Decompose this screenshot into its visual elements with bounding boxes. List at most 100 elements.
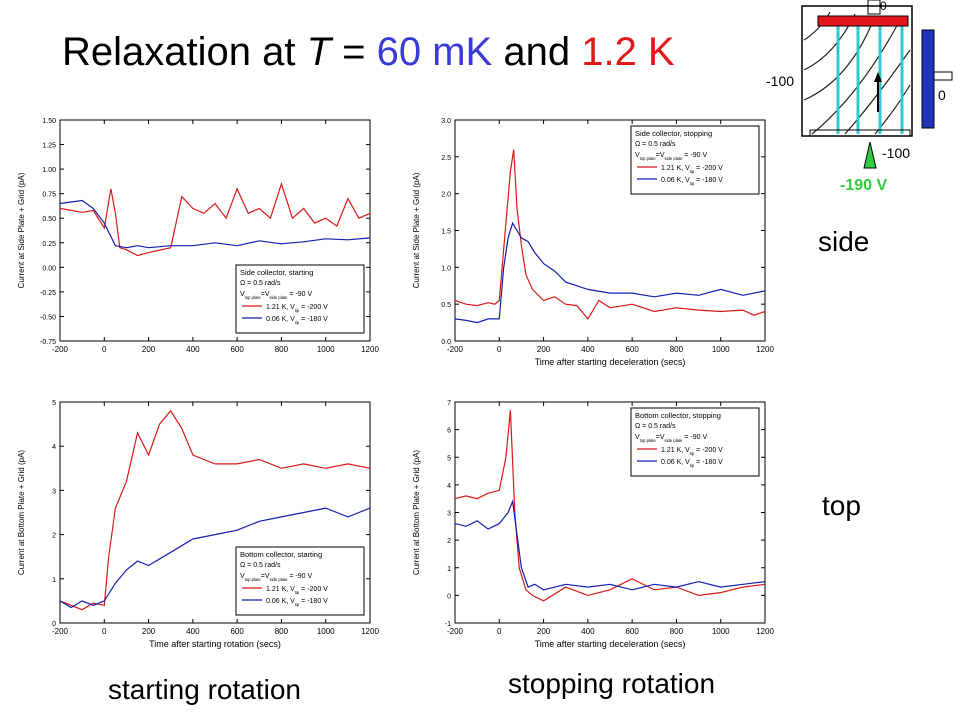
y-tick-label: 2 bbox=[447, 538, 451, 545]
y-tick-label: 1.0 bbox=[441, 265, 451, 272]
bottom-grid bbox=[809, 129, 911, 137]
series-line-red bbox=[454, 410, 766, 602]
tip-voltage-label: -190 V bbox=[840, 177, 887, 194]
y-tick-label: 0.25 bbox=[42, 241, 56, 248]
tip-icon bbox=[863, 141, 877, 169]
x-tick-label: 1200 bbox=[361, 627, 379, 636]
electrode-left-label: -100 bbox=[766, 73, 794, 89]
chart-bottom-stop: -200 0 200 400 600 800 1000 1200 -1 0 1 2 3 4 5 6 7 Time … bbox=[412, 400, 774, 649]
x-tick-label: -200 bbox=[52, 345, 69, 354]
x-tick-label: 600 bbox=[230, 345, 244, 354]
x-tick-label: -200 bbox=[447, 345, 464, 354]
x-axis-label: Time after starting deceleration (secs) bbox=[535, 357, 686, 367]
y-tick-label: 0.0 bbox=[441, 339, 451, 346]
series-line-blue bbox=[59, 199, 371, 249]
legend-entry: 1.21 K, Vtip = -200 V bbox=[661, 447, 723, 456]
legend-entry: 1.21 K, Vtip = -200 V bbox=[661, 165, 723, 174]
y-tick-label: 4 bbox=[447, 483, 451, 490]
x-tick-label: 400 bbox=[581, 345, 595, 354]
x-tick-label: 200 bbox=[537, 627, 551, 636]
legend-box bbox=[235, 264, 365, 334]
x-tick-label: 0 bbox=[102, 627, 107, 636]
field-lines bbox=[836, 20, 904, 134]
right-stub bbox=[933, 71, 953, 81]
x-tick-label: 400 bbox=[581, 627, 595, 636]
y-tick-label: 7 bbox=[447, 400, 451, 407]
y-tick-label: 1.00 bbox=[42, 167, 56, 174]
col-label-stopping: stopping rotation bbox=[508, 668, 716, 699]
series-line-blue bbox=[59, 507, 371, 609]
arrow-icon bbox=[874, 72, 882, 82]
electrode-right-label: 0 bbox=[938, 87, 946, 103]
y-tick-label: -0.25 bbox=[40, 290, 56, 297]
y-tick-label: -0.75 bbox=[40, 339, 56, 346]
x-axis-label: Time after starting rotation (secs) bbox=[149, 639, 281, 649]
y-tick-label: -1 bbox=[445, 621, 451, 628]
legend-vplate: Vtop plate=Vside plate = -90 V bbox=[635, 152, 707, 161]
row-label-side: side bbox=[818, 226, 870, 257]
legend-entry: 0.06 K, Vtip = -180 V bbox=[266, 598, 328, 607]
legend-entry: 0.06 K, Vtip = -180 V bbox=[661, 459, 723, 468]
series-line-red bbox=[59, 409, 371, 611]
legend-title: Bottom collector, stopping bbox=[635, 411, 721, 420]
legend-vplate: Vtop plate=Vside plate = -90 V bbox=[240, 573, 312, 582]
chart-side-start: -200 0 200 400 600 800 1000 1200 -0.75 -0.50 -0.25… bbox=[17, 118, 379, 354]
legend: Side collector, stopping Ω = 0.5 rad/s Vto… bbox=[630, 125, 760, 195]
y-tick-label: 2 bbox=[52, 533, 56, 540]
legend-entry: 1.21 K, Vtip = -200 V bbox=[266, 586, 328, 595]
x-tick-label: 800 bbox=[275, 345, 289, 354]
y-tick-label: 2.5 bbox=[441, 155, 451, 162]
y-tick-label: 0.5 bbox=[441, 302, 451, 309]
legend-vplate: Vtop plate=Vside plate = -90 V bbox=[635, 434, 707, 443]
y-tick-label: 5 bbox=[52, 400, 56, 407]
legend: Bottom collector, stopping Ω = 0.5 rad/s V… bbox=[630, 407, 760, 477]
electrode-diagram: -100 -100 0 0 -190 V bbox=[766, 0, 953, 194]
x-tick-label: 400 bbox=[186, 345, 200, 354]
x-tick-label: 200 bbox=[537, 345, 551, 354]
y-tick-label: 4 bbox=[52, 444, 56, 451]
legend-omega: Ω = 0.5 rad/s bbox=[635, 423, 676, 430]
x-tick-label: 1200 bbox=[361, 345, 379, 354]
col-label-starting: starting rotation bbox=[108, 674, 301, 705]
legend-omega: Ω = 0.5 rad/s bbox=[240, 562, 281, 569]
x-tick-label: 1000 bbox=[317, 627, 335, 636]
x-tick-label: 600 bbox=[625, 345, 639, 354]
legend-box bbox=[630, 125, 760, 195]
y-tick-label: 0 bbox=[52, 621, 56, 628]
x-tick-label: 0 bbox=[497, 627, 502, 636]
x-tick-label: 1000 bbox=[317, 345, 335, 354]
x-tick-label: 600 bbox=[625, 627, 639, 636]
x-tick-label: 600 bbox=[230, 627, 244, 636]
y-tick-label: 1.25 bbox=[42, 143, 56, 150]
y-tick-label: -0.50 bbox=[40, 314, 56, 321]
electrode-top-label: 0 bbox=[880, 0, 887, 13]
x-tick-label: 800 bbox=[670, 627, 684, 636]
legend-omega: Ω = 0.5 rad/s bbox=[240, 280, 281, 287]
right-plate bbox=[921, 29, 935, 129]
y-axis-label: Current at Bottom Plate + Grid (pA) bbox=[412, 450, 421, 575]
y-axis-label: Current at Side Plate + Grid (pA) bbox=[17, 172, 26, 288]
y-tick-label: 1.50 bbox=[42, 118, 56, 125]
page-title: Relaxation at T = 60 mK and 1.2 K bbox=[62, 30, 675, 74]
x-tick-label: 800 bbox=[275, 627, 289, 636]
legend-omega: Ω = 0.5 rad/s bbox=[635, 141, 676, 148]
legend-title: Bottom collector, starting bbox=[240, 550, 322, 559]
top-plate bbox=[817, 15, 909, 27]
legend-title: Side collector, stopping bbox=[635, 129, 712, 138]
legend-vplate: Vtop plate=Vside plate = -90 V bbox=[240, 291, 312, 300]
y-tick-label: 3.0 bbox=[441, 118, 451, 125]
x-tick-label: 200 bbox=[142, 627, 156, 636]
legend-title: Side collector, starting bbox=[240, 268, 313, 277]
series-line-blue bbox=[454, 499, 766, 591]
x-tick-label: 0 bbox=[102, 345, 107, 354]
y-tick-label: 3 bbox=[447, 511, 451, 518]
y-tick-label: 0 bbox=[447, 593, 451, 600]
y-tick-label: 0.00 bbox=[42, 265, 56, 272]
y-tick-label: 3 bbox=[52, 488, 56, 495]
series-line-red bbox=[59, 181, 371, 257]
y-tick-label: 6 bbox=[447, 428, 451, 435]
x-tick-label: 0 bbox=[497, 345, 502, 354]
y-tick-label: 1 bbox=[447, 566, 451, 573]
row-label-top: top bbox=[822, 490, 861, 521]
x-tick-label: 1200 bbox=[756, 627, 774, 636]
